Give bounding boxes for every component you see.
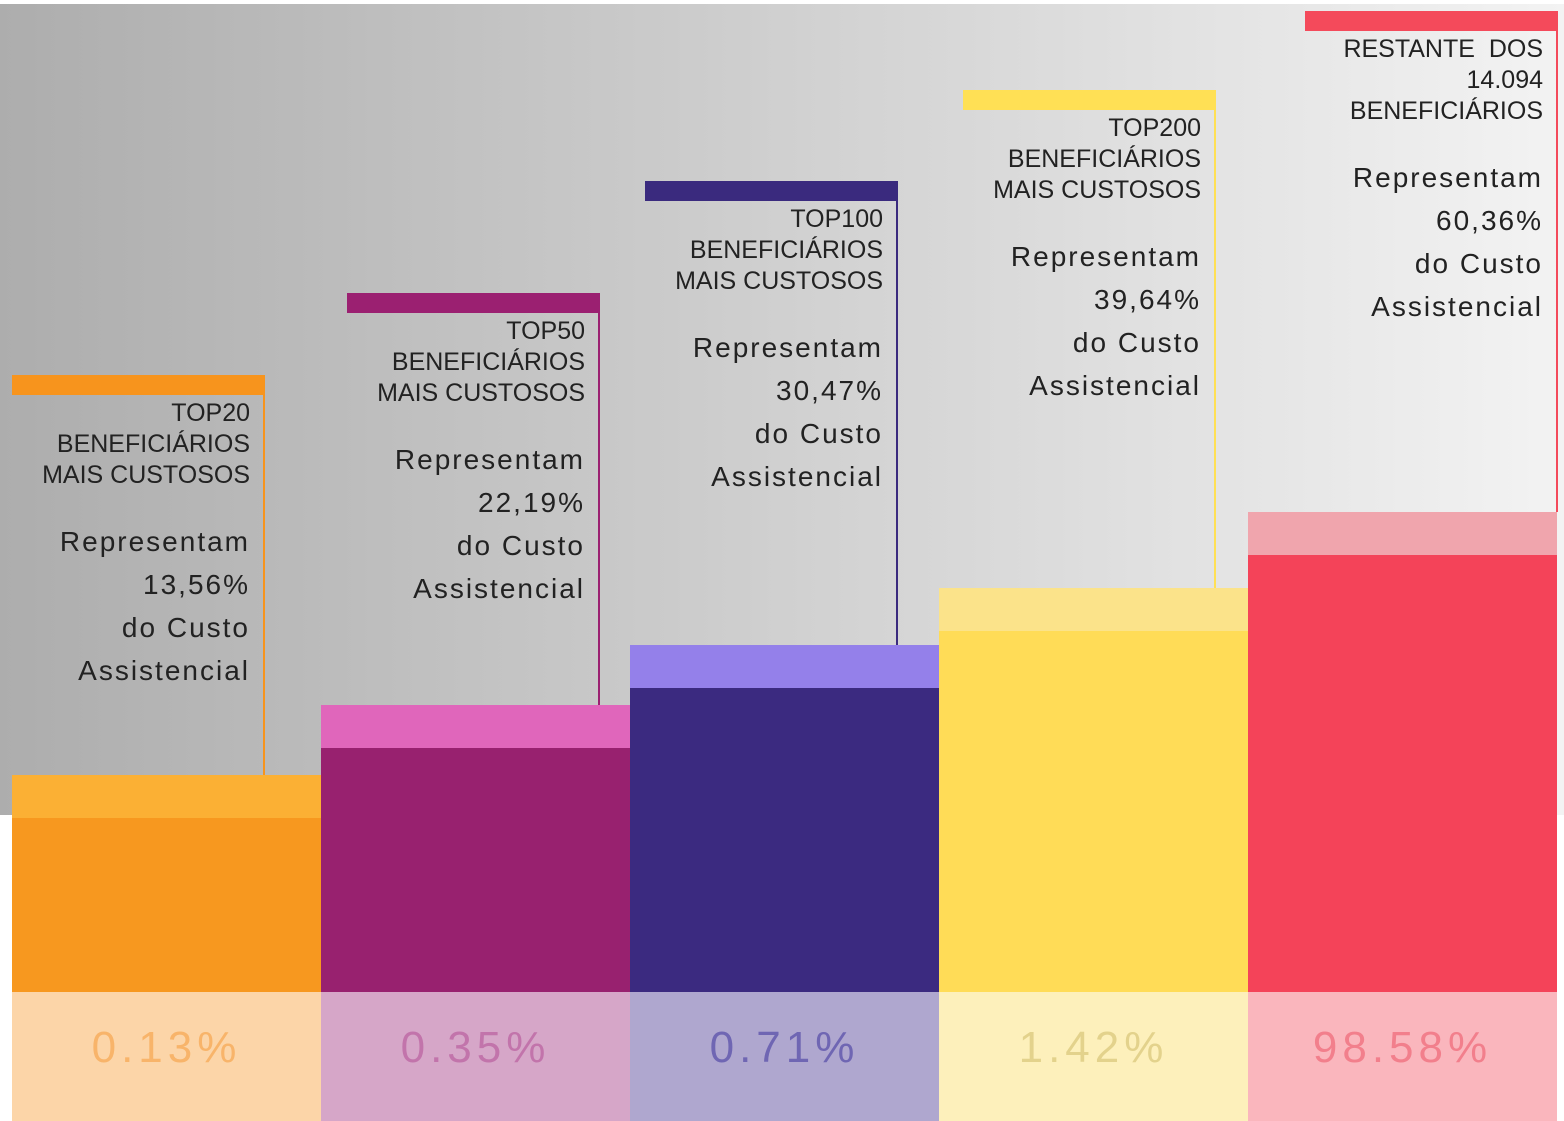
column-description: Assistencial bbox=[1371, 291, 1543, 322]
column-description: Assistencial bbox=[1029, 370, 1201, 401]
column-description: Assistencial bbox=[413, 573, 585, 604]
share-band bbox=[1248, 992, 1557, 1121]
column-heading: MAIS CUSTOSOS bbox=[377, 379, 585, 407]
share-label: 0.13% bbox=[92, 1023, 242, 1072]
column-description: 13,56% bbox=[143, 569, 250, 600]
column-description: do Custo bbox=[122, 612, 250, 643]
step-block bbox=[939, 631, 1248, 992]
column-heading: BENEFICIÁRIOS bbox=[1350, 96, 1543, 125]
column-heading: TOP100 bbox=[790, 205, 883, 233]
column-description: do Custo bbox=[457, 530, 585, 561]
column-heading: MAIS CUSTOSOS bbox=[993, 176, 1201, 204]
share-band bbox=[630, 992, 939, 1121]
header-strip bbox=[645, 181, 897, 201]
share-label: 1.42% bbox=[1019, 1023, 1169, 1072]
column-heading: BENEFICIÁRIOS bbox=[1008, 144, 1201, 173]
step-highlight bbox=[630, 645, 939, 689]
column-description: Representam bbox=[693, 332, 883, 363]
step-block bbox=[630, 688, 939, 992]
column-description: Assistencial bbox=[711, 461, 883, 492]
step-highlight bbox=[1248, 512, 1557, 556]
column-heading: BENEFICIÁRIOS bbox=[392, 347, 585, 376]
column-heading: MAIS CUSTOSOS bbox=[42, 461, 250, 489]
column-description: Assistencial bbox=[78, 655, 250, 686]
header-strip bbox=[347, 293, 599, 313]
step-highlight bbox=[321, 705, 630, 749]
column-description: Representam bbox=[395, 444, 585, 475]
header-strip bbox=[12, 375, 264, 395]
column-description: 39,64% bbox=[1094, 284, 1201, 315]
column-description: 30,47% bbox=[776, 375, 883, 406]
step-block bbox=[321, 748, 630, 992]
step-highlight bbox=[939, 588, 1248, 632]
column-heading: TOP20 bbox=[171, 399, 250, 427]
column-description: Representam bbox=[1011, 241, 1201, 272]
header-strip bbox=[963, 90, 1215, 110]
column-heading: BENEFICIÁRIOS bbox=[57, 429, 250, 458]
share-label: 0.71% bbox=[710, 1023, 860, 1072]
column-description: 60,36% bbox=[1436, 205, 1543, 236]
column-heading: TOP200 bbox=[1108, 114, 1201, 142]
step-block bbox=[1248, 555, 1557, 992]
column-description: Representam bbox=[1353, 162, 1543, 193]
step-block bbox=[12, 818, 321, 992]
column-description: do Custo bbox=[755, 418, 883, 449]
share-band bbox=[939, 992, 1248, 1121]
share-band bbox=[321, 992, 630, 1121]
column-description: Representam bbox=[60, 526, 250, 557]
column-description: do Custo bbox=[1073, 327, 1201, 358]
column-heading: BENEFICIÁRIOS bbox=[690, 235, 883, 264]
column-description: do Custo bbox=[1415, 248, 1543, 279]
share-label: 98.58% bbox=[1313, 1023, 1492, 1072]
column-heading: 14.094 bbox=[1467, 66, 1544, 94]
header-strip bbox=[1305, 11, 1557, 31]
column-heading: TOP50 bbox=[506, 317, 585, 345]
share-band bbox=[12, 992, 321, 1121]
column-heading: RESTANTE DOS bbox=[1343, 35, 1543, 63]
step-highlight bbox=[12, 775, 321, 819]
share-label: 0.35% bbox=[401, 1023, 551, 1072]
column-description: 22,19% bbox=[478, 487, 585, 518]
column-heading: MAIS CUSTOSOS bbox=[675, 267, 883, 295]
